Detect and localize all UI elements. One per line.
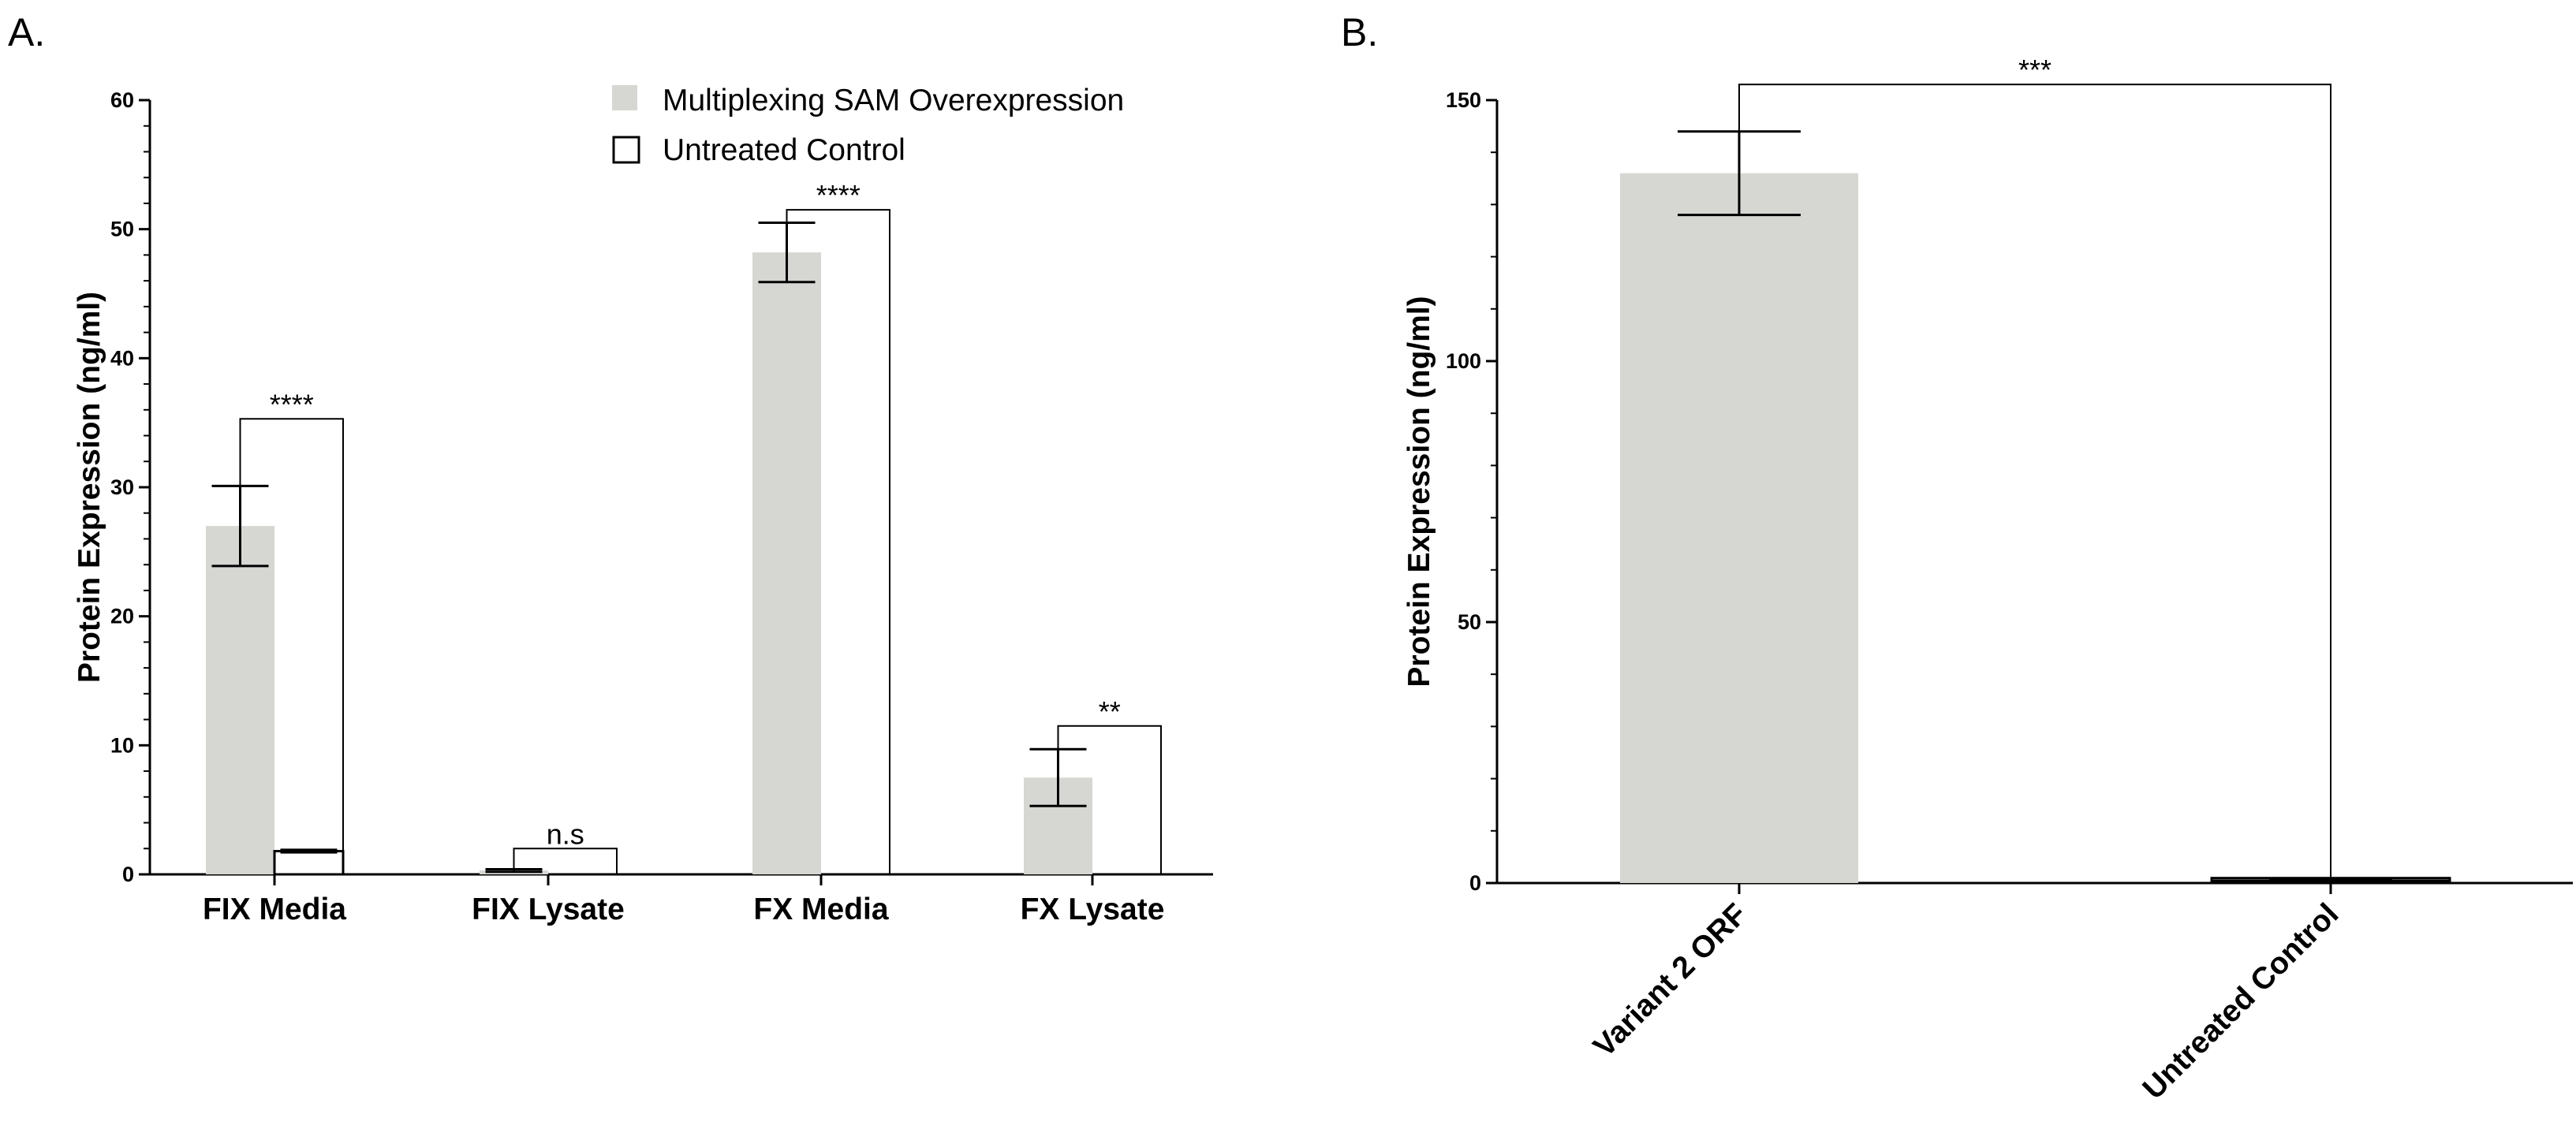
bar-control [273,850,345,876]
y-tick-label: 100 [1446,349,1481,373]
y-axis-label: Protein Expression (ng/ml) [73,292,106,683]
chart-a: 0 10 20 30 40 50 60 FIX Media FIX Lysate FX Media… [73,88,1213,926]
significance-bracket [1738,84,2331,878]
x-category-label: FIX Lysate [472,892,625,926]
legend-label-control: Untreated Control [663,133,905,167]
significance-label: *** [2018,54,2051,86]
significance-bracket [239,418,344,874]
y-tick-label: 10 [110,733,134,757]
significance-bracket [786,209,890,874]
significance-label: ** [1099,695,1121,728]
significance-bracket [1057,725,1162,874]
y-tick-label: 0 [122,863,134,886]
bar-sam [206,526,274,874]
x-category-label: FIX Media [203,892,346,926]
legend-label-sam: Multiplexing SAM Overexpression [663,84,1124,117]
y-tick-label: 50 [1458,610,1481,634]
legend-swatch-sam [612,85,637,110]
bar-variant [1620,173,1858,883]
y-tick-label: 40 [110,346,134,370]
panel-b-label: B. [1341,10,1378,54]
y-tick-label: 150 [1446,88,1481,112]
x-category-label: FX Media [753,892,889,926]
panel-a-label: A. [8,10,45,54]
significance-label: n.s [547,818,584,850]
significance-label: **** [816,179,861,211]
y-tick-label: 30 [110,475,134,499]
x-category-label: FX Lysate [1021,892,1165,926]
chart-b: 0 50 100 150 Protein Expression (ng/ml) Varia… [1402,54,2573,1106]
y-tick-label: 50 [110,218,134,241]
y-tick-label: 0 [1469,871,1481,895]
x-category-label: Variant 2 ORF [1587,897,1753,1064]
x-category-label: Untreated Control [2137,897,2346,1106]
y-axis-label: Protein Expression (ng/ml) [1402,296,1436,687]
bar-sam [752,252,821,874]
legend: Multiplexing SAM Overexpression Untreate… [612,84,1124,167]
legend-swatch-control [612,136,640,164]
significance-label: **** [270,388,314,420]
y-tick-label: 20 [110,605,134,628]
y-tick-label: 60 [110,88,134,112]
significance-bracket [513,848,618,874]
